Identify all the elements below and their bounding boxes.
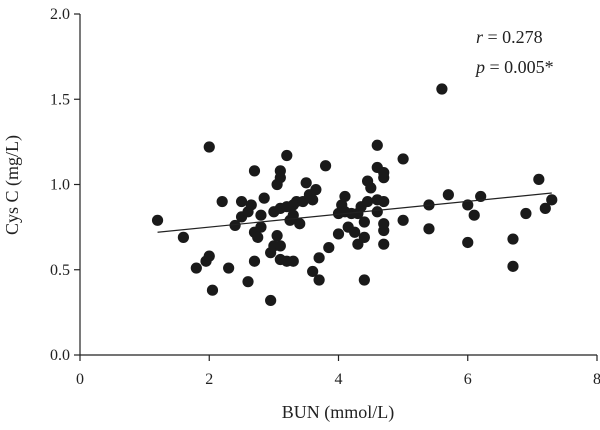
- data-point: [442, 189, 454, 201]
- data-point: [533, 173, 545, 185]
- data-point: [507, 260, 519, 272]
- y-axis-title: Cys C (mg/L): [2, 135, 23, 235]
- data-point: [520, 207, 532, 220]
- data-point: [397, 153, 409, 165]
- data-point: [271, 230, 283, 242]
- data-point: [281, 149, 293, 162]
- data-point: [258, 192, 270, 204]
- data-point: [206, 284, 219, 296]
- data-point: [310, 184, 322, 196]
- data-point: [216, 195, 228, 208]
- data-point: [358, 216, 370, 228]
- data-point: [242, 276, 254, 288]
- correlation-annotation: r = 0.278 p = 0.005*: [474, 27, 554, 77]
- data-point: [274, 165, 286, 177]
- data-point: [229, 219, 241, 232]
- data-point: [378, 195, 390, 208]
- data-point: [294, 218, 306, 230]
- data-point: [307, 265, 319, 278]
- data-point: [203, 141, 215, 153]
- x-tick-label: 8: [593, 371, 600, 388]
- data-point: [265, 294, 277, 307]
- data-point: [462, 236, 474, 249]
- data-point: [235, 195, 248, 208]
- data-point: [300, 177, 312, 189]
- data-point: [361, 195, 374, 208]
- data-point: [252, 231, 264, 243]
- data-point: [223, 262, 235, 274]
- r-value-text: r = 0.278: [476, 27, 543, 47]
- data-point: [468, 209, 480, 221]
- data-point: [371, 206, 383, 218]
- data-point: [539, 202, 551, 214]
- r-symbol: r: [476, 27, 484, 47]
- x-tick-label: 0: [76, 371, 84, 388]
- y-tick-label: 2.0: [50, 6, 70, 23]
- data-point: [371, 139, 383, 151]
- data-point: [248, 255, 261, 267]
- y-tick-label: 1.0: [50, 177, 70, 194]
- data-point: [378, 218, 390, 230]
- x-tick-label: 2: [205, 371, 213, 388]
- data-point: [255, 209, 267, 221]
- data-point: [349, 226, 361, 238]
- data-point: [248, 165, 261, 177]
- data-point: [313, 274, 325, 286]
- data-point: [177, 231, 189, 243]
- data-point: [313, 252, 325, 264]
- data-point: [365, 182, 377, 194]
- data-point: [378, 166, 390, 179]
- data-point: [287, 255, 299, 267]
- p-value-text: p = 0.005*: [474, 57, 554, 77]
- data-point: [190, 262, 202, 274]
- data-point: [423, 223, 435, 235]
- x-axis-title: BUN (mmol/L): [282, 402, 395, 423]
- y-axis-ticks: 0.0 0.5 1.0 1.5 2.0: [50, 6, 80, 364]
- data-point: [397, 214, 409, 226]
- p-symbol: p: [474, 57, 485, 77]
- y-tick-label: 0.5: [50, 262, 70, 279]
- x-axis-ticks: 0 2 4 6 8: [76, 355, 600, 388]
- r-value: = 0.278: [483, 27, 543, 47]
- data-point: [332, 228, 345, 240]
- y-tick-label: 0.0: [50, 347, 70, 364]
- x-tick-label: 4: [335, 371, 343, 388]
- plot-area: 0.0 0.5 1.0 1.5 2.0 0 2 4 6 8: [50, 6, 600, 388]
- data-point: [319, 160, 332, 172]
- data-point: [546, 194, 558, 206]
- data-point: [436, 83, 448, 95]
- data-point: [323, 241, 335, 254]
- data-point: [358, 231, 370, 243]
- data-point: [151, 214, 164, 226]
- data-point: [274, 240, 286, 252]
- regression-line: [157, 192, 552, 233]
- data-points: [151, 83, 558, 307]
- data-point: [307, 194, 319, 206]
- p-value: = 0.005*: [485, 57, 554, 77]
- data-point: [507, 233, 519, 245]
- data-point: [358, 274, 370, 286]
- data-point: [255, 221, 267, 233]
- data-point: [245, 199, 257, 211]
- data-point: [339, 190, 351, 203]
- data-point: [378, 238, 390, 250]
- x-tick-label: 6: [464, 371, 472, 388]
- y-tick-label: 1.5: [50, 91, 70, 108]
- data-point: [203, 250, 215, 262]
